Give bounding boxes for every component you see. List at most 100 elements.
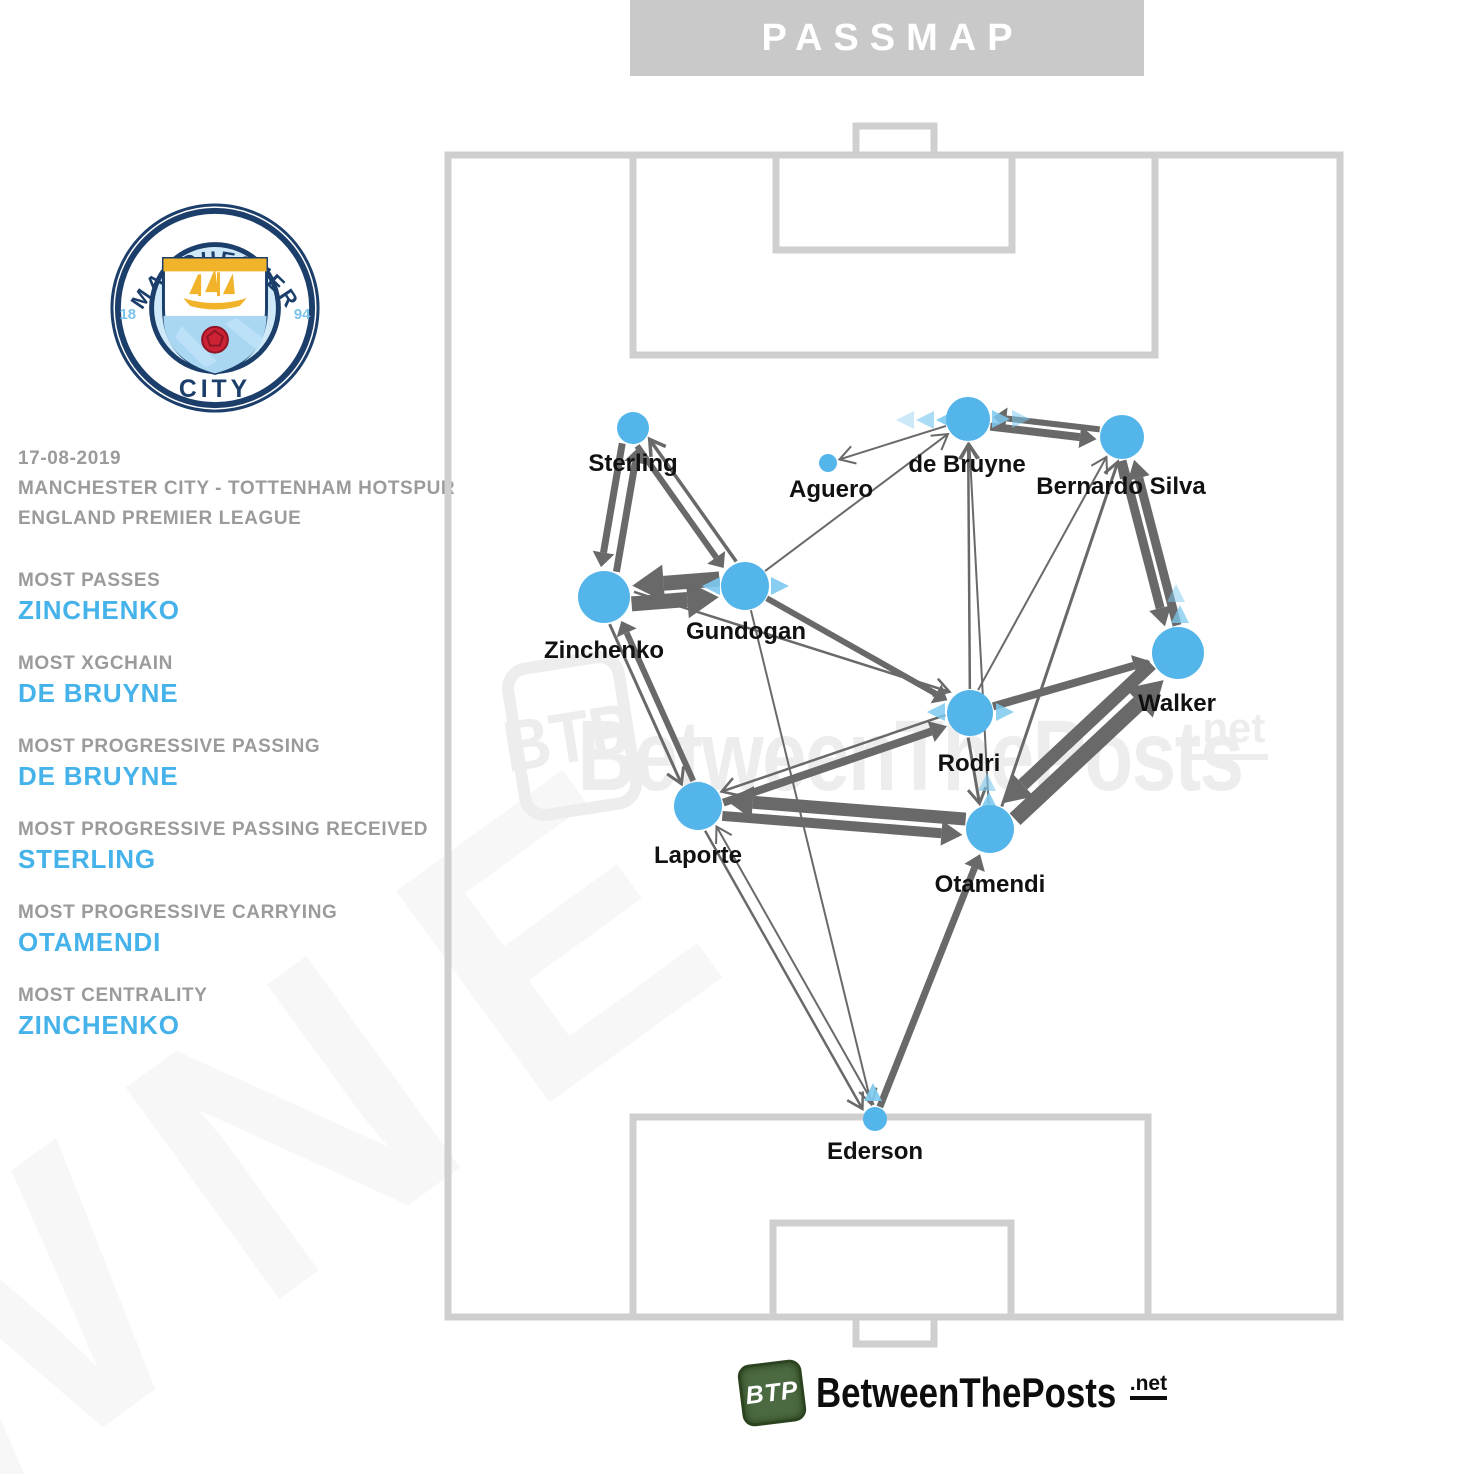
stat-label: MOST CENTRALITY [18,985,208,1006]
stat-label: MOST PROGRESSIVE CARRYING [18,902,338,923]
player-node-ederson [863,1107,887,1131]
stat-label: MOST XGCHAIN [18,653,173,674]
player-node-walker [1152,627,1204,679]
arrowhead-open [647,436,667,458]
arrowhead [930,684,948,704]
crest-shield [161,256,269,375]
arrowhead-open [719,777,739,797]
stat-label: MOST PASSES [18,570,161,591]
stat-value: ZINCHENKO [18,595,180,625]
direction-marker [896,411,914,429]
player-node-debruyne [946,397,990,441]
stat-value: OTAMENDI [18,927,162,957]
pass-edge-rodri-laporte [721,713,946,793]
goal-bottom [852,1313,938,1348]
goal-top [852,122,938,159]
pass-edge-debruyne-aguero [839,424,947,461]
pass-edge-gundogan-ederson [749,610,873,1105]
arrowhead-open [846,1091,865,1112]
pass-edge-rodri-otamendi [966,737,981,804]
pass-edge-rodri-bernardo [977,456,1108,691]
arrowhead [1002,772,1034,804]
btp-logo-icon: BTP [736,1358,808,1428]
stat-value: DE BRUYNE [18,761,179,791]
pass-edge-laporte-zinchenko [623,631,696,782]
pass-edge-rodri-walker [991,661,1136,711]
stat-value: ZINCHENKO [18,1010,180,1040]
stat-block-3: MOST PROGRESSIVE PASSING RECEIVED STERLIN… [18,819,428,902]
player-label-zinchenko: Zinchenko [544,637,664,664]
pass-edge-gundogan-sterling [648,438,738,563]
player-node-rodri [947,690,993,736]
arrowhead-open [1090,455,1109,475]
direction-marker [996,703,1014,721]
direction-marker [978,773,996,791]
arrowhead [616,620,637,638]
match-teams: MANCHESTER CITY - TOTTENHAM HOTSPUR [18,478,456,499]
arrowhead [592,550,615,568]
pass-edge-zinchenko-sterling [613,461,639,573]
crest-ship [183,268,247,310]
player-label-walker: Walker [1138,690,1216,717]
direction-marker [916,411,934,429]
player-node-otamendi [966,805,1014,853]
player-label-laporte: Laporte [654,842,742,869]
arrowhead [964,854,985,872]
crest-year-left: 18 [120,307,137,323]
pass-edge-otamendi-bernardo [1000,461,1120,808]
pass-edge-debruyne-bernardo [989,422,1081,442]
direction-marker [864,1083,882,1101]
stat-block-4: MOST PROGRESSIVE CARRYING OTAMENDI [18,902,428,985]
match-date: 17-08-2019 [18,448,122,469]
pass-edge-gundogan-zinchenko [663,571,720,591]
goal-area-top [772,151,1016,254]
arrowhead-open [958,441,979,460]
penalty-box-top [629,151,1159,359]
pass-edge-otamendi-debruyne [968,443,990,805]
player-label-sterling: Sterling [588,450,677,477]
svg-text:.net: .net [1191,704,1266,751]
pass-edge-gundogan-debruyne [764,433,949,572]
player-label-ederson: Ederson [827,1138,923,1165]
arrowhead-open [930,432,950,451]
player-label-bernardo: Bernardo Silva [1036,473,1206,500]
svg-text:BTP: BTP [498,687,639,787]
arrowhead [927,721,948,742]
pass-edge-sterling-zinchenko [600,442,626,554]
footer-brand-logo: BTP BetweenThePosts .net [736,1358,1168,1428]
pass-edge-otamendi-laporte [752,795,967,826]
player-label-rodri: Rodri [938,750,1001,777]
arrowhead [707,551,726,569]
pass-edge-otamendi-walker [1009,697,1145,826]
match-competition: ENGLAND PREMIER LEAGUE [18,508,302,529]
pass-edge-ederson-otamendi [876,866,978,1109]
stat-label: MOST PROGRESSIVE PASSING [18,736,321,757]
arrowhead [1125,680,1164,718]
player-node-laporte [674,782,722,830]
arrowhead [1078,426,1097,449]
pass-edge-zinchenko-laporte [608,623,683,785]
player-label-otamendi: Otamendi [935,871,1046,898]
arrowhead [940,820,963,846]
arrowhead [685,580,719,619]
player-label-debruyne: de Bruyne [908,451,1025,478]
title-banner: PASSMAP [630,0,1144,76]
crest-year-right: 94 [294,307,311,323]
pass-edge-laporte-ederson [703,830,864,1110]
direction-marker [927,703,945,721]
pass-edge-ederson-laporte [715,826,875,1106]
stat-block-1: MOST XGCHAIN DE BRUYNE [18,653,428,736]
arrowhead-open [960,442,980,460]
footer-brand-suffix: .net [1129,1372,1168,1400]
stat-value: DE BRUYNE [18,678,179,708]
stats-panel: MOST PASSES ZINCHENKO MOST XGCHAIN DE BRUYN… [18,570,428,1068]
pass-edge-walker-otamendi [1018,659,1156,790]
pass-edge-sterling-gundogan [634,444,719,560]
player-node-sterling [617,412,649,444]
player-node-gundogan [721,562,769,610]
player-node-aguero [819,454,837,472]
arrowhead-open [966,786,988,807]
crest-bottom-text: CITY [179,376,251,403]
